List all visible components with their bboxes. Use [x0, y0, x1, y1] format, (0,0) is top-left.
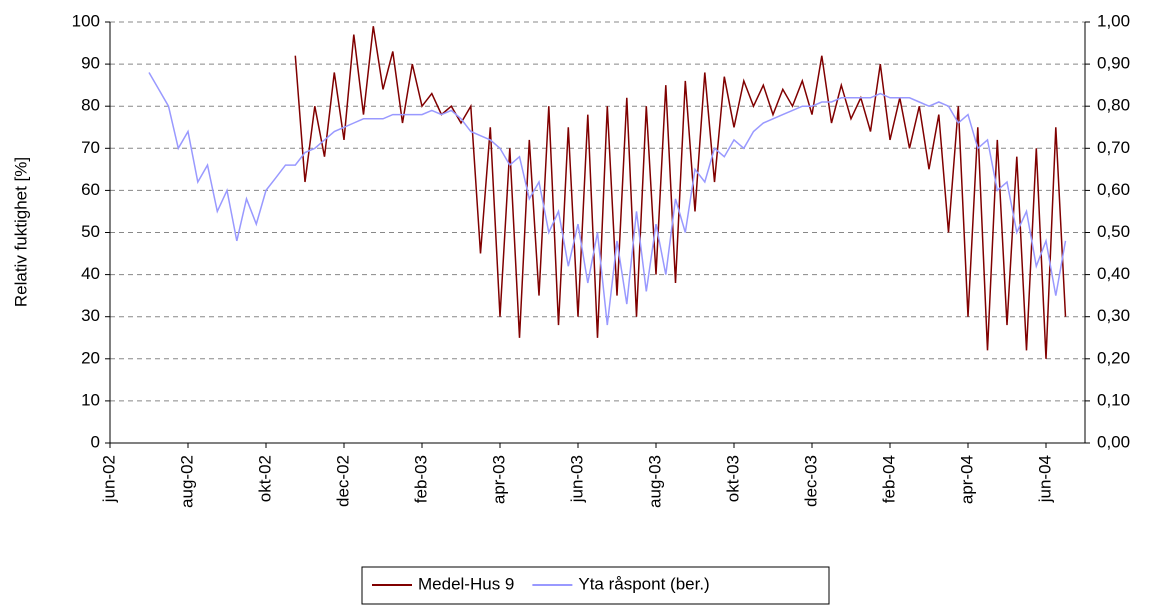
x-tick-label: aug-03	[645, 455, 664, 508]
x-tick-label: dec-02	[333, 455, 352, 507]
x-tick-label: dec-03	[801, 455, 820, 507]
x-tick-label: okt-03	[723, 455, 742, 502]
x-tick-label: jun-03	[567, 455, 586, 503]
y2-tick-label: 0,80	[1097, 96, 1130, 115]
y-tick-label: 0	[91, 432, 100, 451]
legend-label: Yta råspont (ber.)	[578, 574, 709, 593]
y-tick-label: 10	[81, 390, 100, 409]
y2-tick-label: 0,00	[1097, 432, 1130, 451]
y2-tick-label: 0,50	[1097, 222, 1130, 241]
y-tick-label: 20	[81, 348, 100, 367]
y2-tick-label: 0,60	[1097, 180, 1130, 199]
x-tick-label: feb-04	[879, 455, 898, 503]
x-tick-label: apr-04	[957, 455, 976, 504]
series-line	[148, 72, 1067, 326]
x-tick-label: jun-04	[1035, 455, 1054, 503]
y-tick-label: 40	[81, 264, 100, 283]
legend-label: Medel-Hus 9	[418, 574, 514, 593]
y2-tick-label: 0,40	[1097, 264, 1130, 283]
y2-tick-label: 0,30	[1097, 306, 1130, 325]
x-tick-label: okt-02	[255, 455, 274, 502]
y-tick-label: 100	[72, 11, 100, 30]
y-tick-label: 70	[81, 138, 100, 157]
y2-tick-label: 0,90	[1097, 54, 1130, 73]
series-line	[294, 26, 1067, 359]
legend-box	[361, 566, 830, 605]
y-tick-label: 80	[81, 96, 100, 115]
y-tick-label: 50	[81, 222, 100, 241]
y-tick-label: 30	[81, 306, 100, 325]
y2-tick-label: 0,20	[1097, 348, 1130, 367]
y-tick-label: 60	[81, 180, 100, 199]
y2-tick-label: 1,00	[1097, 11, 1130, 30]
y-axis-title: Relativ fuktighet [%]	[11, 157, 30, 307]
y2-tick-label: 0,10	[1097, 390, 1130, 409]
x-tick-label: aug-02	[177, 455, 196, 508]
x-tick-label: feb-03	[411, 455, 430, 503]
x-tick-label: apr-03	[489, 455, 508, 504]
y-tick-label: 90	[81, 54, 100, 73]
y2-tick-label: 0,70	[1097, 138, 1130, 157]
x-tick-label: jun-02	[99, 455, 118, 503]
